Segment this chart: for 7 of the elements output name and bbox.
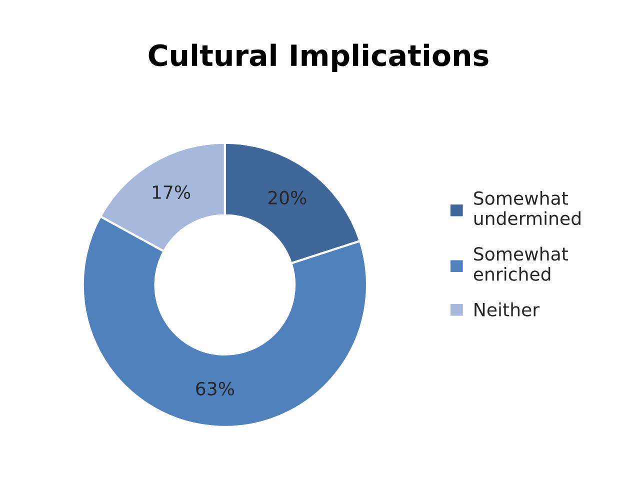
legend-label: Somewhat undermined: [474, 190, 580, 226]
legend-label: Neither: [474, 302, 540, 316]
legend-label: Somewhat enriched: [474, 246, 568, 281]
data-label: 63%: [196, 382, 234, 396]
data-label: 17%: [152, 185, 190, 199]
data-label: 20%: [268, 190, 306, 204]
chart-title: Cultural Implications: [148, 44, 488, 72]
